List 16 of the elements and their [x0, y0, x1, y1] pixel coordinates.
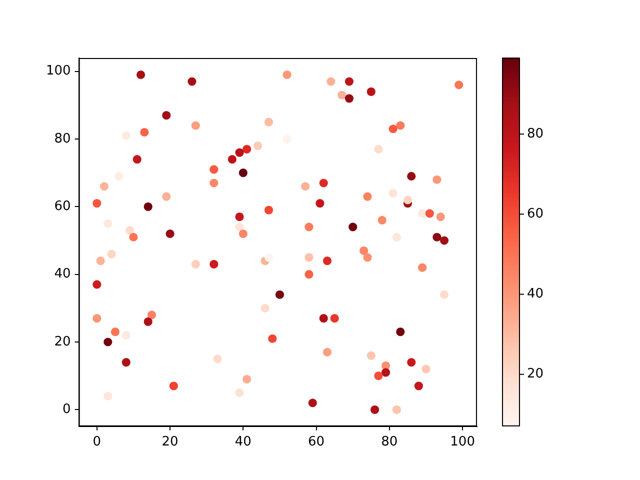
- color-bar-label: 40: [527, 286, 544, 302]
- x-tick-label: 80: [381, 434, 398, 450]
- y-tick-label: 100: [46, 64, 71, 79]
- x-tick-label: 20: [162, 434, 178, 450]
- color-bar-label: 60: [527, 206, 544, 222]
- color-bar-label: 20: [527, 366, 544, 382]
- x-tick-label: 40: [234, 434, 252, 450]
- x-tick-label: 60: [308, 434, 325, 450]
- y-tick-label: 20: [54, 334, 71, 350]
- y-tick-label: 80: [54, 131, 71, 146]
- color-bar-label: 80: [527, 126, 544, 142]
- y-tick-label: 0: [62, 402, 71, 418]
- x-tick-label: 100: [450, 434, 475, 450]
- y-tick-label: 60: [54, 199, 71, 214]
- y-tick-label: 40: [54, 266, 71, 282]
- x-tick-label: 0: [92, 434, 102, 450]
